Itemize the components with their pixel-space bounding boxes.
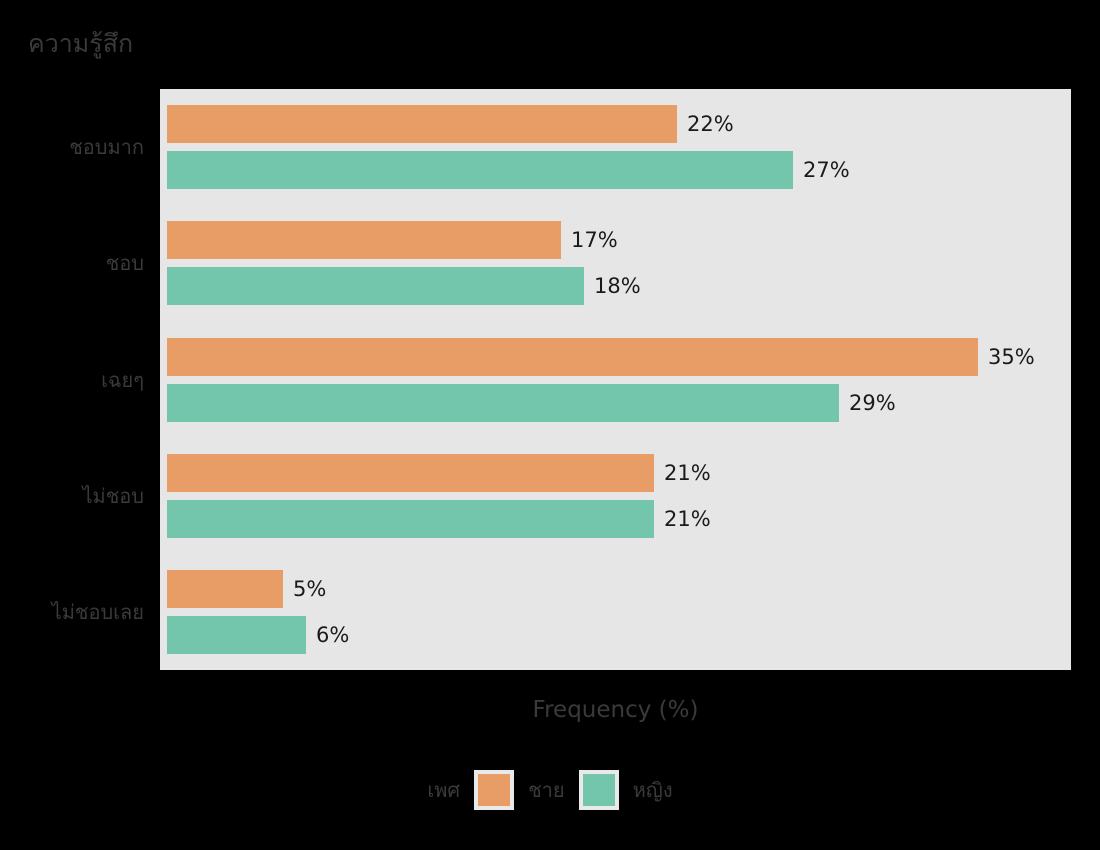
category-label: ไม่ชอบ [82,483,144,508]
bar-row[interactable]: 29% [167,383,896,422]
bar-row[interactable]: 5% [167,569,327,608]
bar-group: 17% 18% [167,221,1071,306]
category-axis: ชอบมากชอบเฉยๆไม่ชอบไม่ชอบเลย [0,89,152,670]
bar-row[interactable]: 35% [167,337,1035,376]
bar-value-label: 27% [803,158,850,183]
bar-male[interactable] [167,453,654,492]
bar-group: 5% 6% [167,569,1071,654]
bar-value-label: 21% [664,506,711,531]
bar-row[interactable]: 17% [167,221,618,260]
bar-row[interactable]: 21% [167,453,711,492]
x-axis-title: Frequency (%) [532,697,699,723]
bar-male[interactable] [167,105,677,144]
bar-male[interactable] [167,221,561,260]
legend-label-female: หญิง [632,778,673,802]
legend-swatch-male [474,770,515,810]
legend-entry-female[interactable]: หญิง [578,770,673,810]
bar-female[interactable] [167,151,793,190]
category-label: เฉยๆ [101,367,144,392]
bar-female[interactable] [167,615,306,654]
bar-value-label: 18% [594,274,641,299]
plot-area: 22% 27% 17% 18% 35% 29% 21% 21% 5% 6% [160,89,1071,670]
bar-female[interactable] [167,267,584,306]
legend-title: เพศ [427,778,461,802]
bar-value-label: 5% [293,576,327,601]
legend-entry-male[interactable]: ชาย [474,770,565,810]
bar-group: 22% 27% [167,105,1071,190]
bar-value-label: 35% [988,344,1035,369]
bar-female[interactable] [167,499,654,538]
legend: เพศ ชาย หญิง [0,770,1100,810]
bar-group: 21% 21% [167,453,1071,538]
bar-row[interactable]: 21% [167,499,711,538]
bar-row[interactable]: 18% [167,267,641,306]
legend-swatch-female [578,770,619,810]
chart-title: ความรู้สึก [28,29,134,58]
bar-value-label: 29% [849,390,896,415]
bar-row[interactable]: 27% [167,151,850,190]
bar-row[interactable]: 6% [167,615,350,654]
bar-row[interactable]: 22% [167,105,734,144]
bar-value-label: 21% [664,460,711,485]
category-label: ชอบมาก [69,135,144,160]
category-label: ชอบ [105,251,144,276]
bar-group: 35% 29% [167,337,1071,422]
bar-value-label: 17% [571,228,618,253]
bar-female[interactable] [167,383,839,422]
bar-value-label: 22% [687,112,734,137]
bar-value-label: 6% [316,622,350,647]
category-label: ไม่ชอบเลย [51,599,144,624]
bar-male[interactable] [167,337,978,376]
bar-male[interactable] [167,569,283,608]
legend-label-male: ชาย [528,778,565,802]
